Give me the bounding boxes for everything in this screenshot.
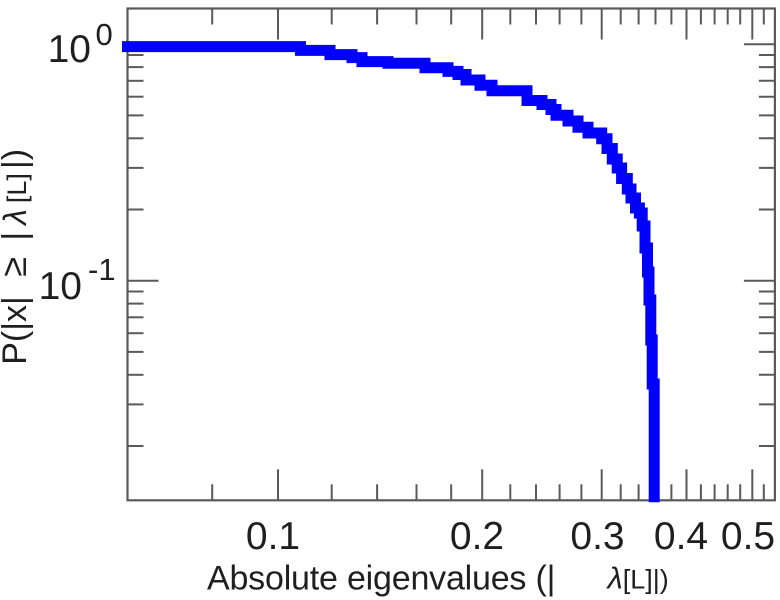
svg-text:0.4: 0.4 bbox=[654, 515, 708, 558]
svg-text:P(|x|≥|λ[L]|): P(|x|≥|λ[L]|) bbox=[0, 149, 34, 365]
svg-text:0.2: 0.2 bbox=[450, 515, 504, 558]
svg-text:λ[L]|): λ[L]|) bbox=[606, 561, 669, 596]
svg-text:0.1: 0.1 bbox=[246, 515, 300, 558]
svg-text:0: 0 bbox=[96, 17, 113, 52]
svg-text:10: 10 bbox=[48, 28, 91, 71]
svg-text:0.3: 0.3 bbox=[570, 515, 624, 558]
svg-text:0.5: 0.5 bbox=[721, 515, 775, 558]
svg-text:Absolute eigenvalues (|: Absolute eigenvalues (| bbox=[207, 560, 555, 598]
svg-text:10: 10 bbox=[39, 265, 82, 308]
svg-text:-1: -1 bbox=[88, 252, 116, 287]
